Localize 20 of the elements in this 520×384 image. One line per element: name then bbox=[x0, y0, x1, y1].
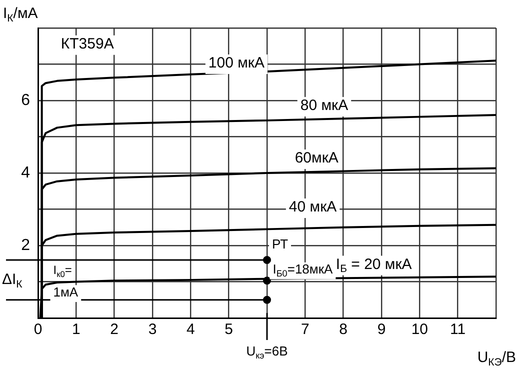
series-label: 80 мкА bbox=[300, 97, 348, 114]
y-tick-label: 6 bbox=[21, 92, 30, 109]
series-label: 40 мкА bbox=[288, 198, 337, 216]
series-label: 100 мкА bbox=[208, 54, 265, 72]
annotation: РТ bbox=[272, 236, 288, 252]
x-tick-label: 4 bbox=[186, 321, 195, 338]
x-tick-label: 11 bbox=[450, 321, 466, 338]
x-tick-label: 3 bbox=[148, 321, 157, 338]
series-label: 60мкА bbox=[294, 150, 338, 167]
x-tick-label: 2 bbox=[110, 321, 119, 338]
x-tick-label: 8 bbox=[339, 321, 348, 338]
y-tick-label: 2 bbox=[21, 236, 30, 254]
x-tick-label: 9 bbox=[377, 321, 386, 338]
y-tick-label: 4 bbox=[21, 164, 30, 182]
x-tick-label: 7 bbox=[300, 321, 310, 338]
text: КТ359А bbox=[60, 35, 114, 52]
x-tick-label: 1 bbox=[72, 321, 80, 338]
x-tick-label: 0 bbox=[34, 321, 42, 338]
x-tick-label: 10 bbox=[411, 321, 428, 338]
x-tick-label: 5 bbox=[224, 321, 234, 338]
